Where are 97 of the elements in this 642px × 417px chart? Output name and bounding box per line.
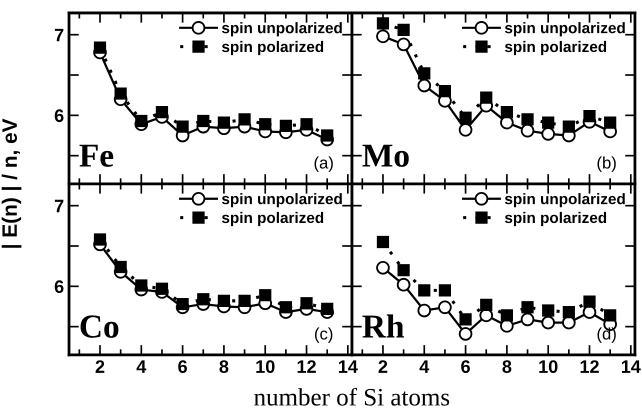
annotation: (d) [597, 327, 616, 343]
point [417, 78, 432, 92]
legend-label: spin unpolarized [222, 193, 342, 208]
point [541, 127, 555, 141]
point [480, 298, 492, 311]
x-tick-label: 6 [461, 360, 470, 373]
legend-label: spin unpolarized [504, 22, 625, 36]
point [156, 282, 168, 295]
point [418, 284, 430, 296]
point [438, 284, 452, 296]
point [197, 293, 210, 306]
point [114, 87, 127, 100]
x-tick-label: 10 [256, 360, 275, 373]
point [418, 67, 430, 80]
x-tick-label: 2 [378, 360, 388, 373]
point [300, 118, 313, 130]
annotation: Fe [79, 144, 114, 167]
annotation: (b) [597, 156, 616, 172]
legend-label: spin unpolarized [504, 193, 625, 208]
point [135, 279, 148, 292]
point [300, 297, 313, 310]
annotation: Co [80, 315, 118, 338]
x-tick-label: 8 [502, 360, 512, 373]
point [376, 17, 390, 30]
point [604, 116, 616, 129]
annotation: (a) [314, 156, 333, 172]
point [135, 114, 148, 128]
point [542, 116, 554, 129]
annotation: Rh [362, 314, 404, 338]
point [321, 302, 334, 316]
point [500, 309, 513, 322]
point [583, 296, 596, 308]
point [218, 294, 230, 307]
y-tick-label: 6 [54, 109, 64, 122]
point [541, 316, 555, 330]
x-tick-label: 14 [622, 360, 641, 373]
x-tick-label: 10 [539, 360, 558, 373]
point [438, 85, 452, 98]
point [156, 106, 168, 118]
point [604, 309, 616, 322]
point [396, 278, 410, 292]
point [197, 114, 210, 128]
x-tick-label: 14 [338, 360, 358, 373]
point [458, 123, 472, 137]
point [238, 113, 251, 126]
x-tick-label: 8 [219, 360, 228, 373]
point [438, 300, 452, 314]
point [398, 24, 410, 36]
point [562, 306, 575, 318]
point [480, 91, 492, 104]
y-tick-label: 6 [54, 280, 64, 294]
point [94, 41, 106, 54]
point [218, 116, 230, 129]
point [94, 233, 106, 246]
point [396, 38, 410, 52]
point [176, 120, 189, 133]
legend-label: spin polarized [504, 212, 606, 226]
x-tick-label: 12 [298, 360, 316, 373]
annotation: (c) [315, 327, 332, 343]
point [542, 304, 554, 317]
point [238, 294, 251, 307]
x-tick-label: 6 [178, 360, 187, 373]
point [280, 120, 292, 132]
x-axis-title: number of Si atoms [254, 388, 450, 406]
point [521, 301, 534, 314]
y-axis-title: | E(n) | / n, eV [2, 118, 22, 248]
point [376, 30, 390, 44]
point [259, 289, 272, 302]
x-tick-label: 4 [420, 360, 430, 373]
point [459, 313, 472, 326]
annotation: Mo [362, 144, 409, 167]
x-tick-label: 12 [580, 360, 599, 373]
legend-label: spin polarized [222, 40, 324, 56]
point [321, 129, 334, 142]
point [376, 236, 390, 248]
x-tick-label: 2 [96, 360, 104, 373]
point [259, 118, 272, 130]
point [520, 124, 534, 138]
point [114, 260, 127, 274]
point [417, 304, 432, 318]
legend-label: spin unpolarized [222, 22, 342, 36]
point [458, 327, 472, 341]
legend-label: spin polarized [222, 212, 324, 226]
point [521, 113, 534, 126]
point [398, 264, 410, 276]
point [562, 120, 575, 133]
point [176, 298, 189, 310]
point [583, 110, 596, 122]
y-tick-label: 7 [54, 200, 64, 212]
point [500, 106, 513, 118]
x-tick-label: 4 [136, 360, 146, 373]
point [459, 112, 472, 124]
y-tick-label: 7 [54, 28, 64, 42]
legend-label: spin polarized [504, 40, 606, 56]
point [376, 260, 390, 275]
point [280, 301, 292, 314]
point [520, 312, 534, 326]
